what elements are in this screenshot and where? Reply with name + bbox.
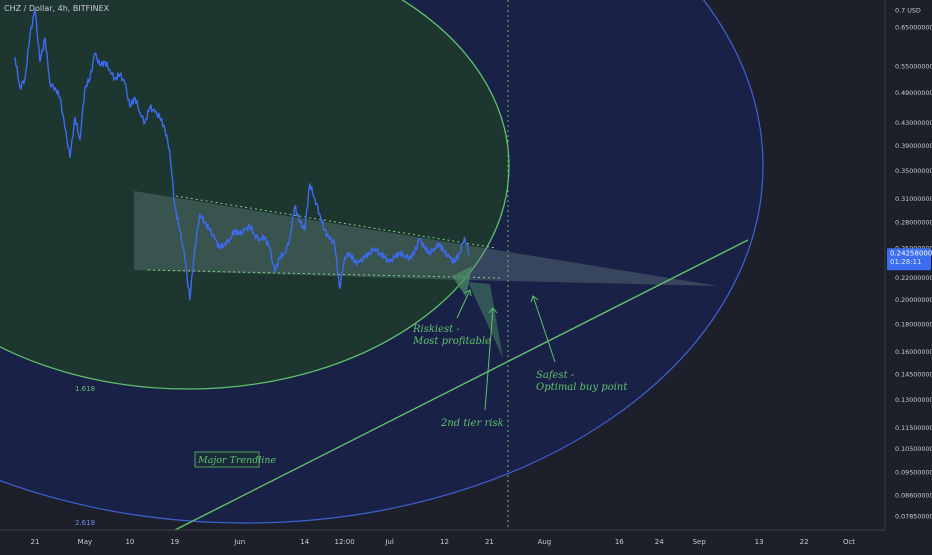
annotation-riskiest-line1: Riskiest - (412, 324, 460, 335)
fib-label-1618: 1.618 (75, 385, 95, 393)
price-tick-label: 0.39000000 (895, 142, 932, 150)
price-line (14, 9, 470, 301)
second-tier-arrow-head (488, 307, 498, 314)
riskiest-zone-marker (452, 266, 472, 297)
time-tick-label: 22 (800, 538, 809, 546)
time-tick-label: 13 (755, 538, 764, 546)
safest-arrow-head (530, 295, 539, 303)
price-tick-label: 0.16000000 (895, 348, 932, 356)
current-price-label: 0.24258000 (890, 250, 932, 258)
price-tick-label: 0.13000000 (895, 396, 932, 404)
time-tick-label: 21 (31, 538, 40, 546)
price-axis-background (885, 0, 932, 550)
price-tick-label: 0.18000000 (895, 321, 932, 329)
time-tick-label: Sep (693, 538, 707, 546)
price-tick-label: 0.55000000 (895, 62, 932, 70)
riskiest-arrow-head (464, 289, 472, 297)
price-tick-label: 0.31000000 (895, 195, 932, 203)
triangle-upper-boundary (175, 195, 497, 249)
time-tick-label: 12:00 (335, 538, 355, 546)
price-tick-label: 0.22000000 (895, 274, 932, 282)
time-tick-label: 12 (440, 538, 449, 546)
safest-pointer-arrow (532, 295, 556, 363)
time-tick-label: 10 (125, 538, 134, 546)
current-price-badge: 0.24258000 01:28:11 (887, 248, 932, 271)
price-axis-ticks[interactable]: 0.7 USD 0.65000000 0.55000000 0.49000000 0.4… (895, 7, 932, 521)
time-tick-label: 16 (615, 538, 624, 546)
second-tier-pointer-arrow (484, 307, 494, 411)
annotation-major-trendline: Major Trendline (197, 455, 277, 466)
time-axis-ticks[interactable]: 21 May 10 19 Jun 14 12:00 Jul 12 21 Aug 16 24 Sep 13 22… (31, 538, 856, 546)
riskiest-pointer-arrow (456, 289, 471, 319)
price-tick-label: 0.65000000 (895, 24, 932, 32)
time-tick-label: 19 (170, 538, 179, 546)
time-tick-label: Aug (538, 538, 552, 546)
time-tick-label: Jul (384, 538, 394, 546)
fib-label-2618: 2.618 (75, 519, 95, 527)
symbol-header[interactable]: CHZ / Dollar, 4h, BITFINEX (4, 4, 110, 13)
price-tick-label: 0.43000000 (895, 119, 932, 127)
annotation-safest-line1: Safest - (536, 370, 575, 381)
second-tier-zone-marker (468, 282, 503, 358)
price-tick-label: 0.07850000 (895, 513, 932, 521)
price-tick-label: 0.49000000 (895, 89, 932, 97)
price-tick-label: 0.14500000 (895, 371, 932, 379)
time-tick-label: Oct (843, 538, 855, 546)
price-tick-label: 0.09500000 (895, 468, 932, 476)
annotation-riskiest-line2: Most profitable (412, 336, 491, 347)
price-tick-label: 0.20000000 (895, 296, 932, 304)
time-tick-label: 14 (300, 538, 309, 546)
price-tick-label: 0.7 USD (895, 7, 921, 15)
time-tick-label: 24 (655, 538, 664, 546)
time-tick-label: 21 (485, 538, 494, 546)
annotation-second-tier: 2nd tier risk (440, 418, 504, 429)
current-price-countdown: 01:28:11 (890, 258, 921, 266)
major-trendline-label-box (194, 451, 260, 468)
time-tick-label: May (78, 538, 92, 546)
time-axis-background (0, 530, 885, 550)
major-trendline (174, 239, 749, 530)
price-tick-label: 0.35000000 (895, 167, 932, 175)
price-tick-label: 0.28000000 (895, 218, 932, 226)
price-tick-label: 0.08600000 (895, 491, 932, 499)
price-tick-label: 0.11500000 (895, 424, 932, 432)
annotation-safest-line2: Optimal buy point (536, 382, 628, 393)
price-tick-label: 0.10500000 (895, 445, 932, 453)
time-tick-label: Jun (233, 538, 245, 546)
triangle-pattern-fill (134, 191, 718, 286)
triangle-lower-boundary (147, 269, 501, 279)
